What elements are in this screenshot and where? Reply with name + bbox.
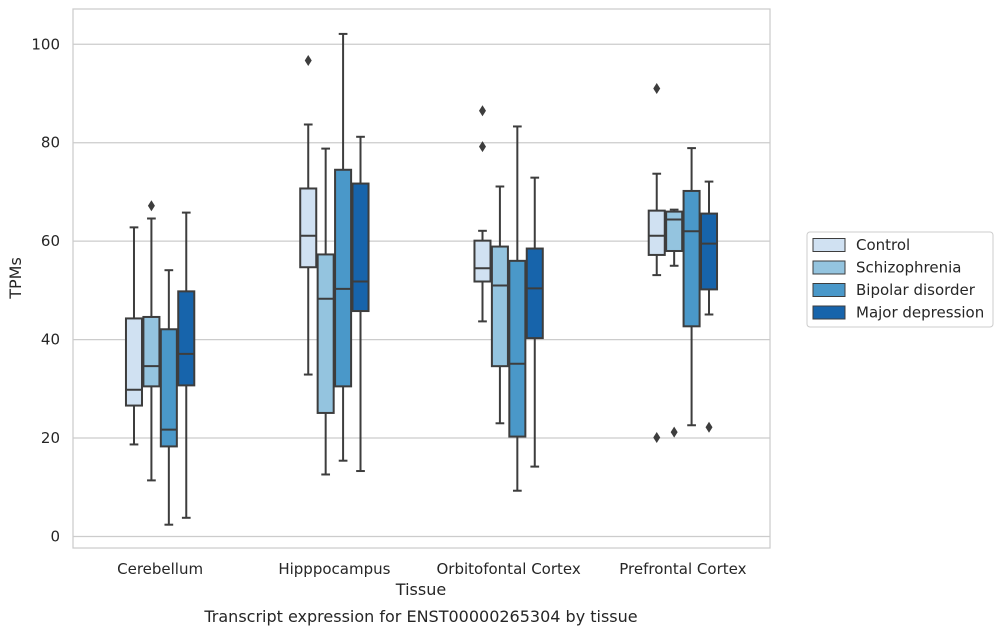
box-control: [299, 54, 318, 376]
iqr-box: [525, 247, 544, 340]
box-major-depression: [177, 211, 196, 519]
legend-label: Bipolar disorder: [856, 281, 976, 299]
box-bipolar-disorder: [334, 32, 353, 462]
y-axis-label: TPMs: [6, 257, 25, 300]
chart-caption: Transcript expression for ENST0000026530…: [203, 607, 637, 626]
y-tick-label: 100: [31, 35, 60, 53]
outlier-point: [147, 200, 155, 212]
legend-label: Schizophrenia: [856, 259, 961, 277]
box-major-depression: [699, 180, 719, 433]
x-axis-label: Tissue: [395, 580, 446, 599]
iqr-box: [159, 328, 178, 448]
legend-swatch: [812, 283, 846, 297]
box-major-depression: [525, 176, 544, 468]
box-schizophrenia: [142, 200, 161, 482]
iqr-box: [508, 259, 527, 438]
outlier-point: [478, 141, 486, 153]
legend-frame: [806, 231, 994, 328]
x-tick-label: Orbitofontal Cortex: [437, 560, 581, 578]
outlier-point: [653, 432, 661, 444]
iqr-box: [490, 245, 509, 368]
legend-swatch: [812, 260, 846, 275]
iqr-box: [351, 182, 370, 313]
legend-swatch: [812, 238, 846, 252]
box-bipolar-disorder: [682, 147, 701, 427]
iqr-box: [699, 212, 719, 291]
iqr-box: [682, 189, 701, 328]
iqr-box: [299, 187, 318, 269]
legend: Control Schizophrenia Bipolar disorder Majo…: [806, 231, 994, 328]
iqr-box: [177, 290, 196, 387]
y-tick-label: 20: [41, 429, 60, 447]
x-tick-labels: Cerebellum Hipppocampus Orbitofontal Corte…: [117, 560, 746, 578]
outlier-point: [653, 83, 661, 95]
iqr-box: [124, 317, 144, 407]
box-schizophrenia: [490, 185, 509, 425]
x-tick-label: Hipppocampus: [278, 560, 390, 578]
outlier-point: [304, 54, 312, 66]
iqr-box: [142, 315, 161, 388]
legend-label: Major depression: [856, 304, 984, 322]
y-tick-labels: 0 20 40 60 80 100: [31, 35, 60, 545]
x-tick-label: Cerebellum: [117, 560, 203, 578]
box-control: [647, 83, 666, 444]
box-bipolar-disorder: [159, 269, 178, 526]
box-series: [124, 32, 719, 526]
legend-swatch: [812, 305, 846, 320]
box-bipolar-disorder: [508, 125, 527, 492]
plot-frame: [72, 8, 771, 549]
iqr-box: [334, 168, 353, 388]
y-tick-label: 80: [41, 134, 60, 152]
outlier-point: [670, 426, 678, 438]
x-tick-label: Prefrontal Cortex: [619, 560, 746, 578]
iqr-box: [665, 210, 684, 252]
iqr-box: [473, 239, 492, 283]
legend-label: Control: [856, 236, 910, 254]
y-tick-label: 60: [41, 232, 60, 250]
box-major-depression: [351, 135, 370, 473]
box-schizophrenia: [316, 147, 335, 476]
box-control: [473, 105, 492, 323]
y-tick-label: 40: [41, 331, 60, 349]
y-tick-label: 0: [50, 528, 60, 546]
outlier-point: [705, 421, 713, 433]
box-schizophrenia: [665, 208, 684, 438]
iqr-box: [316, 253, 335, 414]
iqr-box: [647, 209, 666, 256]
box-control: [124, 226, 144, 446]
outlier-point: [478, 105, 486, 117]
